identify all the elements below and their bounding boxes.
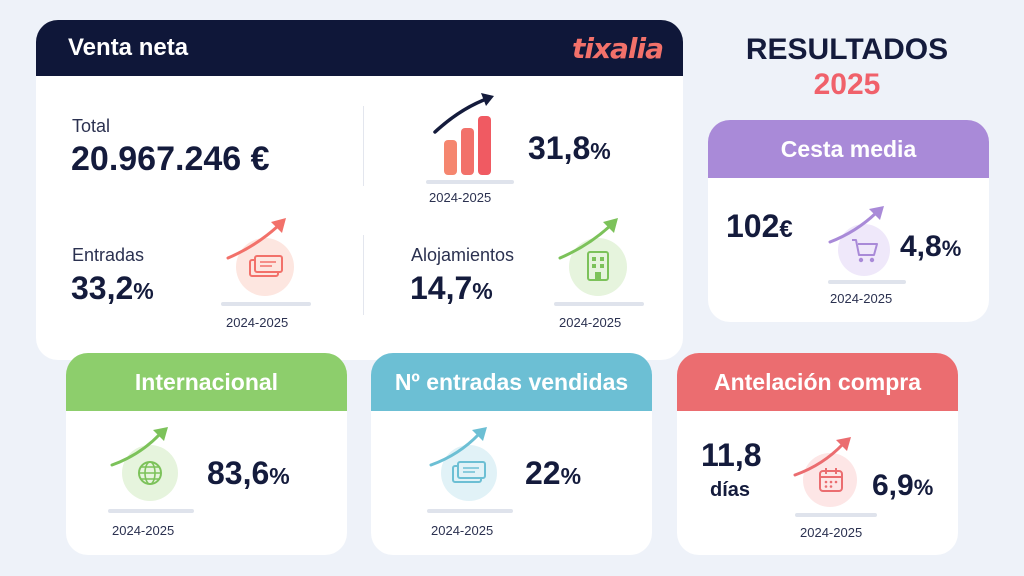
antelacion-compra-title: Antelación compra [713,368,922,395]
cesta-arrow-icon [828,206,884,244]
divider [363,235,364,315]
antelacion-compra-card: Antelación compra 11,8 días 6,9% 2024-20… [677,353,958,555]
ticket-icon [452,461,486,483]
growth-period: 2024-2025 [429,190,492,205]
ticket-icon [249,255,283,277]
entradas-period: 2024-2025 [226,315,289,330]
entradas-vendidas-header: Nº entradas vendidas [371,353,652,411]
internacional-number: 83,6 [207,455,270,491]
alojamientos-value: 14,7% [410,270,493,307]
venta-neta-title: Venta neta [68,34,189,61]
growth-baseline [426,180,514,184]
cesta-number: 4,8 [900,230,942,263]
antelacion-number: 6,9 [872,469,914,502]
globe-icon [138,461,162,485]
entradas-vendidas-value: 22% [525,455,581,492]
internacional-value: 83,6% [207,455,290,492]
cesta-amount-unit: € [779,216,793,243]
entradas-vendidas-arrow-icon [429,427,487,467]
cesta-media-card: Cesta media 102€ 4,8% 2024-2025 [708,120,989,322]
internacional-period: 2024-2025 [112,523,175,538]
internacional-arrow-icon [110,427,168,467]
growth-bars-icon [433,93,494,175]
cesta-value: 4,8% [900,230,961,264]
resultados-heading: RESULTADOS [745,33,949,66]
antelacion-icon-bg [803,453,857,507]
divider [363,106,364,186]
cesta-unit: % [941,236,962,261]
antelacion-days-label: días [710,479,751,501]
alojamientos-arrow-icon [558,218,618,260]
tixalia-logo: tixalia [571,31,664,65]
venta-neta-header: Venta neta tixalia [36,20,683,76]
entradas-unit: % [133,278,154,304]
entradas-value: 33,2% [71,270,154,307]
antelacion-baseline [795,513,877,517]
year-heading: 2025 [813,68,881,101]
cesta-baseline [828,280,906,284]
alojamientos-number: 14,7 [410,270,473,306]
entradas-number: 33,2 [71,270,134,306]
antelacion-value: 6,9% [872,469,933,503]
entradas-vendidas-title: Nº entradas vendidas [394,368,629,395]
total-value: 20.967.246 € [71,140,270,178]
hotel-building-icon [587,251,609,281]
cesta-period: 2024-2025 [830,291,893,306]
growth-value: 31,8% [528,130,611,167]
antelacion-period: 2024-2025 [800,525,863,540]
antelacion-days-value: 11,8 [701,437,762,473]
venta-neta-card: Venta neta tixalia Total 20.967.246 € 20… [36,20,683,360]
entradas-vendidas-number: 22 [525,455,561,491]
cesta-amount-number: 102 [726,208,780,244]
internacional-header: Internacional [66,353,347,411]
alojamientos-label: Alojamientos [411,245,515,265]
entradas-vendidas-baseline [427,509,513,513]
entradas-vendidas-period: 2024-2025 [431,523,494,538]
entradas-baseline [221,302,311,306]
cesta-media-header: Cesta media [708,120,989,178]
alojamientos-unit: % [472,278,493,304]
shopping-cart-icon [852,239,878,263]
internacional-title: Internacional [134,368,279,395]
internacional-baseline [108,509,194,513]
internacional-card: Internacional 83,6% 2024-2025 [66,353,347,555]
cesta-media-title: Cesta media [780,135,917,162]
internacional-unit: % [269,463,290,489]
cesta-amount: 102€ [726,208,793,245]
entradas-vendidas-unit: % [560,463,582,489]
calendar-icon [819,468,843,492]
antelacion-compra-header: Antelación compra [677,353,958,411]
entradas-vendidas-card: Nº entradas vendidas 22% 2024-2025 [371,353,652,555]
growth-unit: % [590,138,611,164]
growth-number: 31,8 [528,130,591,166]
entradas-arrow-icon [226,218,286,260]
entradas-label: Entradas [72,245,145,265]
alojamientos-baseline [554,302,644,306]
alojamientos-period: 2024-2025 [559,315,622,330]
antelacion-arrow-icon [793,437,851,477]
antelacion-unit: % [913,475,934,500]
total-label: Total [72,116,111,136]
